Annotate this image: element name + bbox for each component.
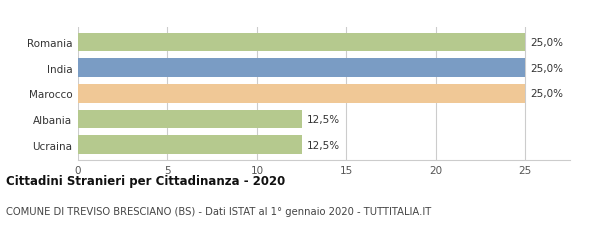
Text: 25,0%: 25,0% — [530, 38, 563, 48]
Text: Cittadini Stranieri per Cittadinanza - 2020: Cittadini Stranieri per Cittadinanza - 2… — [6, 174, 285, 187]
Text: 12,5%: 12,5% — [307, 140, 340, 150]
Bar — [78, 33, 525, 52]
Text: COMUNE DI TREVISO BRESCIANO (BS) - Dati ISTAT al 1° gennaio 2020 - TUTTITALIA.IT: COMUNE DI TREVISO BRESCIANO (BS) - Dati … — [6, 206, 431, 216]
Text: 12,5%: 12,5% — [307, 114, 340, 124]
Text: 25,0%: 25,0% — [530, 63, 563, 73]
Text: 25,0%: 25,0% — [530, 89, 563, 99]
Bar — [78, 85, 525, 103]
Bar — [78, 136, 302, 154]
Bar — [78, 110, 302, 129]
Bar — [78, 59, 525, 78]
